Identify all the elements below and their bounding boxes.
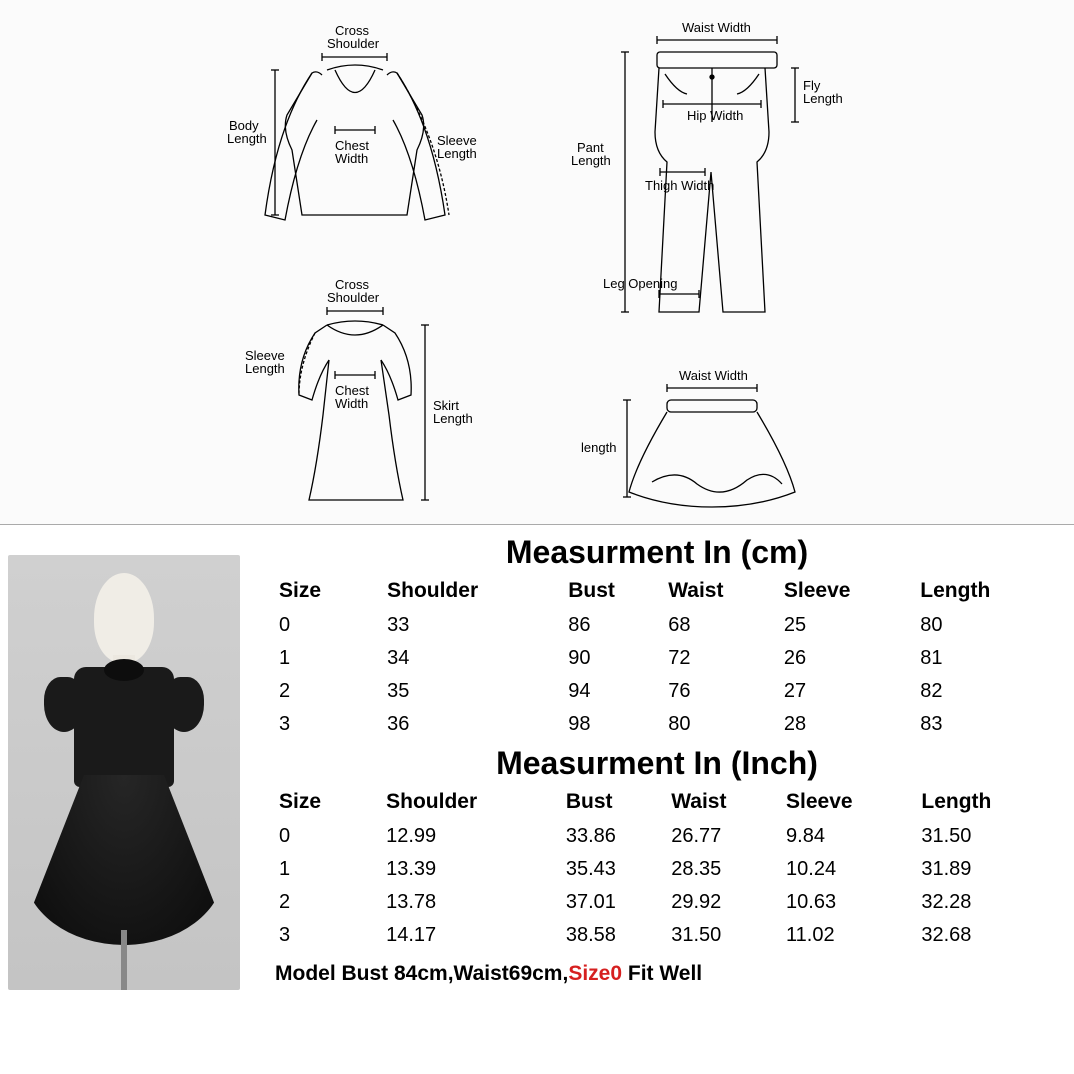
diagram-pants: Waist Width Pant Length Hip Width Fly Le… <box>547 12 847 332</box>
label-dress-skirt-2: Length <box>433 411 473 426</box>
col-bust: Bust <box>564 573 664 609</box>
table-inch-title: Measurment In (Inch) <box>255 741 1059 784</box>
table-cm-title: Measurment In (cm) <box>255 530 1059 573</box>
label-thigh-width: Thigh Width <box>645 178 714 193</box>
label-dress-chest-2: Width <box>335 396 368 411</box>
col-size: Size <box>255 573 383 609</box>
model-note-size: Size0 <box>568 962 622 985</box>
col-shoulder: Shoulder <box>382 784 562 820</box>
table-row: 33698802883 <box>255 708 1059 741</box>
col-waist: Waist <box>664 573 780 609</box>
label-chest-width-2: Width <box>335 151 368 166</box>
label-sleeve-length-2: Length <box>437 146 477 161</box>
col-waist: Waist <box>667 784 782 820</box>
table-row: 012.9933.8626.779.8431.50 <box>255 820 1059 853</box>
table-row: 13490722681 <box>255 642 1059 675</box>
label-cross-shoulder-2: Shoulder <box>327 36 380 51</box>
label-fly-length-2: Length <box>803 91 843 106</box>
table-cm: SizeShoulderBustWaistSleeveLength 033866… <box>255 573 1059 741</box>
table-row: 03386682580 <box>255 609 1059 642</box>
model-note-prefix: Model Bust 84cm,Waist69cm, <box>275 962 568 985</box>
label-dress-shoulder-2: Shoulder <box>327 290 380 305</box>
label-skirt-length: length <box>581 440 616 455</box>
diagram-dress: Cross Shoulder Sleeve Length Chest Width… <box>227 275 487 510</box>
product-photo <box>8 555 240 990</box>
col-sleeve: Sleeve <box>780 573 916 609</box>
table-row: 314.1738.5831.5011.0232.68 <box>255 919 1059 952</box>
diagram-skirt: Waist Width length <box>567 362 827 512</box>
model-fit-note: Model Bust 84cm,Waist69cm,Size0 Fit Well <box>255 952 1059 986</box>
size-tables: Measurment In (cm) SizeShoulderBustWaist… <box>250 525 1074 1074</box>
label-waist-width: Waist Width <box>682 20 751 35</box>
model-note-suffix: Fit Well <box>622 962 702 985</box>
table-row: 213.7837.0129.9210.6332.28 <box>255 886 1059 919</box>
table-row: 113.3935.4328.3510.2431.89 <box>255 853 1059 886</box>
label-dress-sleeve-2: Length <box>245 361 285 376</box>
col-sleeve: Sleeve <box>782 784 917 820</box>
measurement-diagrams: Cross Shoulder Body Length Chest Width S… <box>0 0 1074 525</box>
table-row: 23594762782 <box>255 675 1059 708</box>
col-length: Length <box>917 784 1059 820</box>
diagram-top: Cross Shoulder Body Length Chest Width S… <box>227 15 487 245</box>
col-length: Length <box>916 573 1059 609</box>
col-size: Size <box>255 784 382 820</box>
col-shoulder: Shoulder <box>383 573 564 609</box>
label-body-length-2: Length <box>227 131 267 146</box>
label-leg-opening: Leg Opening <box>603 276 677 291</box>
label-hip-width: Hip Width <box>687 108 743 123</box>
col-bust: Bust <box>562 784 667 820</box>
table-inch: SizeShoulderBustWaistSleeveLength 012.99… <box>255 784 1059 952</box>
label-skirt-waist: Waist Width <box>679 368 748 383</box>
label-pant-length-2: Length <box>571 153 611 168</box>
